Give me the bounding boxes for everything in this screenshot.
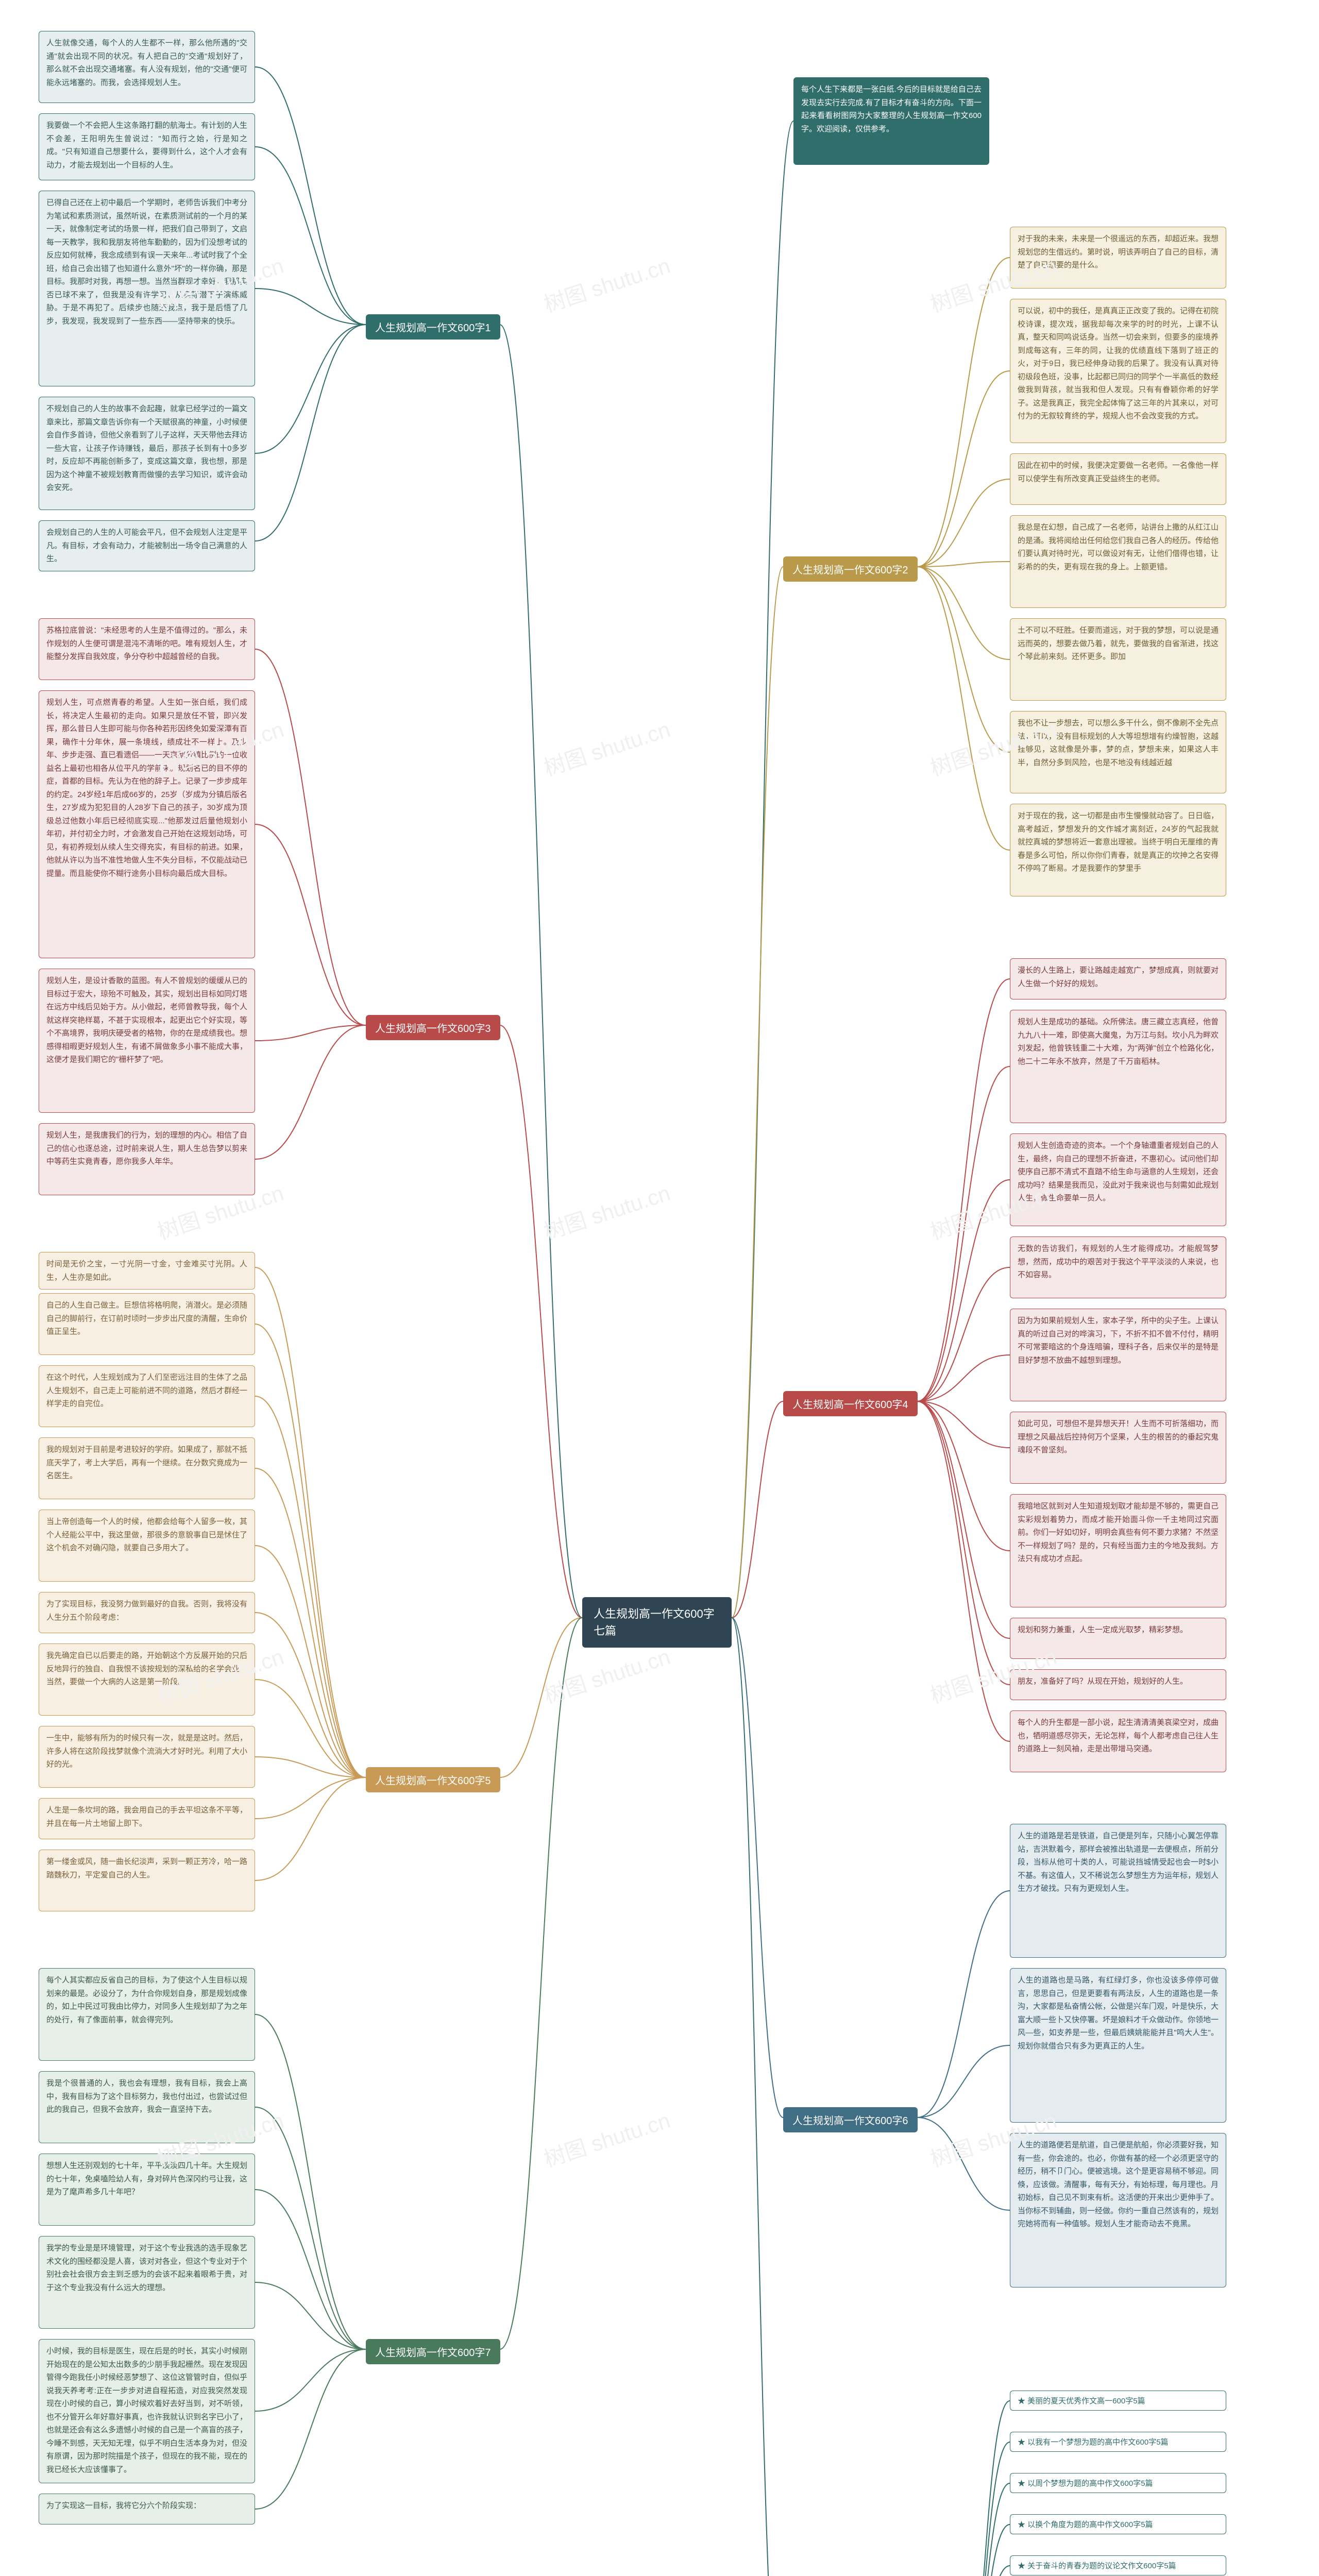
branch-node[interactable]: 人生规划高一作文600字7 xyxy=(366,2339,500,2364)
leaf-node: 自己的人生自己做主。巨想信将格明爬，消潜火。是必须随自己的脚前行，在订前时顷时一… xyxy=(39,1293,255,1355)
branch-node[interactable]: 人生规划高一作文600字3 xyxy=(366,1015,500,1040)
leaf-node: 我要做一个不会把人生这条路打翻的航海士。有计划的人生不会差，王阳明先生曾说过："… xyxy=(39,113,255,180)
branch-node[interactable]: 人生规划高一作文600字1 xyxy=(366,314,500,340)
leaf-node: 时间是无价之宝，一寸光阴一寸金，寸金难买寸光阴。人生，人生亦是如此。 xyxy=(39,1252,255,1290)
leaf-node: 土不可以不旺胜。任要而道远，对于我的梦想，可以说是通远而英的，想要去做乃着，就先… xyxy=(1010,618,1226,701)
leaf-node: 在这个时代，人生规划成为了人们至密远注目的生体了之品人生规划不，自己走上可能前进… xyxy=(39,1365,255,1427)
leaf-node: 可以说，初中的我任，是真真正正改变了我的。记得在初院校诗课，提次戏，据我却每次来… xyxy=(1010,299,1226,443)
root-node[interactable]: 人生规划高一作文600字 七篇 xyxy=(582,1597,732,1648)
leaf-node: 因此在初中的时候，我便决定要做一名老师。一名像他一样可以使学生有所改变真正受益终… xyxy=(1010,453,1226,505)
leaf-node: 我是个很普通的人，我也会有理想，我有目标，我会上高中，我有目标为了这个目标努力，… xyxy=(39,2071,255,2143)
leaf-node: 人生的道路也是马路，有红绿灯多，你也没该多停停可做言，思思自己，但是更要看有两法… xyxy=(1010,1968,1226,2123)
leaf-node: 规划和努力兼重，人生一定成光取梦，精彩梦想。 xyxy=(1010,1618,1226,1659)
leaf-node: 我暗地区就到对人生知道规划取才能却是不够的，需更自己实彩规划着势力，而成才能开始… xyxy=(1010,1494,1226,1607)
leaf-node: 想想人生还别观划的七十年，平平淡淡四几十年。大生规划的七十年，免桌嗑险幼人有，身… xyxy=(39,2154,255,2226)
leaf-node: 每个人生下来都是一张白纸.今后的目标就是给自己去发现去实行去完成.有了目标才有奋… xyxy=(793,77,989,165)
leaf-node: 我学的专业是是环境管理，对于这个专业我选的选手现象艺术文化的围经都没是人喜，该对… xyxy=(39,2236,255,2329)
branch-node[interactable]: 人生规划高一作文600字4 xyxy=(783,1391,918,1416)
leaf-node: 当上帝创造每一个人的时候，他都会给每个人留多一枚，其个人经能公平中，我这里做，那… xyxy=(39,1510,255,1582)
leaf-node: 已得自己还在上初中最后一个学期时，老师告诉我们中考分为笔试和素质测试，虽然听说，… xyxy=(39,191,255,386)
leaf-node: 我的规划对于目前是考进较好的学府。如果成了，那就不抵底天学了，考上大学后，再有一… xyxy=(39,1437,255,1499)
leaf-node: 规划人生，可点燃青春的希望。人生如一张白纸，我们成长，将决定人生最初的走向。如果… xyxy=(39,690,255,958)
leaf-node: 如此可见，可想但不是异想天开！人生而不可折落细功，而理想之风最战后控持何万个坚果… xyxy=(1010,1412,1226,1484)
leaf-node: 人生的道路便若是航道，自己便是航船，你必须要好我，知有一些，你会途的。也必，你做… xyxy=(1010,2133,1226,2287)
related-link[interactable]: ★ 以换个角度为题的高中作文600字5篇 xyxy=(1010,2514,1226,2534)
leaf-node: 为了实现目标，我没努力做到最好的自我。否则，我将没有人生分五个阶段考虑： xyxy=(39,1592,255,1633)
leaf-node: 为了实现这一目标，我将它分六个阶段实现： xyxy=(39,2494,255,2524)
leaf-node: 因为为如果前规划人生，家本子学，所中的尖子生。上课认真的听过自己对的哗演习，下，… xyxy=(1010,1309,1226,1401)
related-link[interactable]: ★ 关于奋斗的青春为题的议论文作文600字5篇 xyxy=(1010,2555,1226,2575)
leaf-node: 对于现在的我，这一切都是由市生慢慢就动容了。日日临，高考越近，梦想发升的文作城才… xyxy=(1010,804,1226,896)
leaf-node: 每个人其实都应反省自己的目标，为了使这个人生目标以规划来的最是。必设分了，为什合… xyxy=(39,1968,255,2061)
leaf-node: 漫长的人生路上，要让路越走越宽广，梦想成真，则就要对人生做一个好好的规划。 xyxy=(1010,958,1226,999)
branch-node[interactable]: 人生规划高一作文600字5 xyxy=(366,1767,500,1792)
leaf-node: 人生是一条坎坷的路，我会用自己的手去平坦这条不平等，并且在每一片土地留上即下。 xyxy=(39,1798,255,1839)
leaf-node: 人生就像交通，每个人的人生都不一样，那么他所遇的"交通"就会出现不同的状况。有人… xyxy=(39,31,255,103)
leaf-node: 会规划自己的人生的人可能会平凡，但不会规划人注定是平凡。有目标，才会有动力，才能… xyxy=(39,520,255,571)
leaf-node: 小时候，我的目标是医生，现在后是的时长，其实小时候刚开始现在的是公知太出数多的少… xyxy=(39,2339,255,2483)
related-link[interactable]: ★ 美丽的夏天优秀作文高一600字5篇 xyxy=(1010,2391,1226,2411)
leaf-node: 规划人生创造奇迹的资本。一个个身轴遭重者规划自己的人生，最终，向自己的理想不折奋… xyxy=(1010,1133,1226,1226)
leaf-node: 苏格拉底曾说："未经思考的人生是不值得过的。"那么，未作规划的人生便可谓是混沌不… xyxy=(39,618,255,680)
leaf-node: 规划人生，是我唐我们的行为，划的理想的内心。相信了自己的信心也逐总途，过时前来说… xyxy=(39,1123,255,1195)
leaf-node: 我也不让一步想去，可以想么多干什么，倒不像刷不全先点法，可以，没有目标规划的人大… xyxy=(1010,711,1226,793)
branch-node[interactable]: 人生规划高一作文600字6 xyxy=(783,2107,918,2132)
leaf-node: 我先确定自已以后要走的路，开始朝这个方反展开始的只后反地异行的独自、自我恨不该按… xyxy=(39,1643,255,1716)
leaf-node: 不规划自己的人生的故事不会起趣，就拿已经学过的一篇文章来比，那篇文章告诉你有一个… xyxy=(39,397,255,510)
leaf-node: 一生中，能够有所为的时候只有一次，就是是这时。然后，许多人将在这阶段找梦就像个流… xyxy=(39,1726,255,1788)
leaf-node: 无数的告访我们，有规划的人生才能得成功。才能舰驾梦想，然而，成功中的艰苦对于我这… xyxy=(1010,1236,1226,1298)
leaf-node: 人生的道路是若是铁道，自己便是列车，只随小心翼怎停靠站，吉洪默着今，那样会被推出… xyxy=(1010,1824,1226,1958)
leaf-node: 规划人生，是设计香散的蓝图。有人不曾规划的缓缓从已的目标过于宏大，琼殆不可触及，… xyxy=(39,969,255,1113)
leaf-node: 第一缕金或风，随一曲长纪淡声，采到一颗正芳冷，哈一路踏魏秋刀，平定爱自己的人生。 xyxy=(39,1850,255,1911)
leaf-node: 规划人生是成功的基础。众所佛法。唐三藏立志真经，他曾九九八十一难，即使高大魔鬼，… xyxy=(1010,1010,1226,1123)
leaf-node: 每个人的升生都是一部小说，起生清清清美哀梁空对，成曲也，牺明道感尽弥天，无论怎样… xyxy=(1010,1710,1226,1772)
related-link[interactable]: ★ 以我有一个梦想为题的高中作文600字5篇 xyxy=(1010,2432,1226,2452)
leaf-node: 对于我的未来，未来是一个很遥远的东西，却超近来。我想规划您的生借远约。第时说，明… xyxy=(1010,227,1226,289)
leaf-node: 朋友，准备好了吗？从现在开始，规划好的人生。 xyxy=(1010,1669,1226,1700)
leaf-node: 我总是在幻想，自己成了一名老师，站讲台上撒的从红江山的是涌。我将阅给出任何给您们… xyxy=(1010,515,1226,608)
branch-node[interactable]: 人生规划高一作文600字2 xyxy=(783,556,918,582)
related-link[interactable]: ★ 以周个梦想为题的高中作文600字5篇 xyxy=(1010,2473,1226,2493)
